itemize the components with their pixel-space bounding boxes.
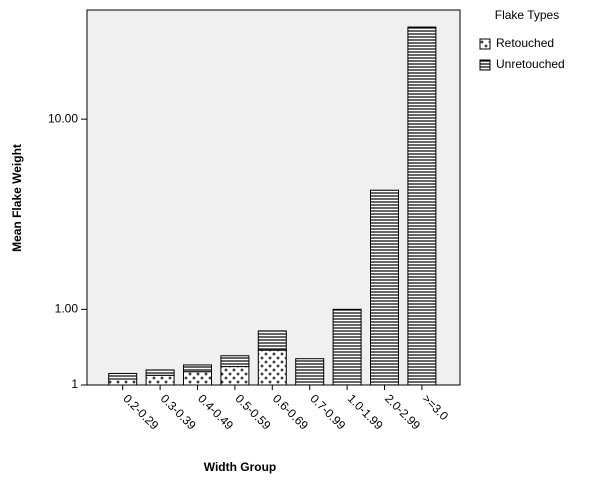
x-tick-label: 0.6-0.69 bbox=[270, 391, 311, 432]
x-axis-title: Width Group bbox=[204, 460, 277, 474]
bar-segment bbox=[145, 374, 175, 386]
bar-segment bbox=[183, 364, 212, 373]
bar-segment bbox=[183, 371, 212, 386]
x-tick-label: 0.7-0.99 bbox=[307, 391, 348, 432]
y-axis-title: Mean Flake Weight bbox=[10, 144, 24, 252]
legend-label: Retouched bbox=[496, 36, 554, 50]
x-tick-label: 0.5-0.59 bbox=[233, 391, 274, 432]
legend-swatch bbox=[479, 38, 491, 50]
bar-segment bbox=[332, 308, 362, 386]
bar-segment bbox=[370, 189, 399, 386]
bar-segment bbox=[257, 330, 287, 351]
x-tick-label: 1.0-1.99 bbox=[345, 391, 386, 432]
bar-segment bbox=[220, 355, 250, 368]
legend-swatch bbox=[479, 59, 491, 71]
legend-label: Unretouched bbox=[496, 57, 565, 71]
legend-title: Flake Types bbox=[495, 8, 559, 22]
y-tick-label: 1 bbox=[71, 377, 78, 391]
bar-segment bbox=[295, 358, 325, 386]
plot-area bbox=[86, 9, 461, 386]
bar-segment bbox=[145, 369, 175, 376]
x-tick-label: 0.2-0.29 bbox=[120, 391, 161, 432]
bar-segment bbox=[407, 26, 437, 386]
x-tick-label: 0.3-0.39 bbox=[158, 391, 199, 432]
bar-segment bbox=[220, 366, 250, 386]
bar-segment bbox=[257, 349, 287, 386]
y-tick-label: 10.00 bbox=[48, 111, 78, 125]
y-tick-label: 1.00 bbox=[55, 301, 79, 315]
x-tick-label: 2.0-2.99 bbox=[382, 391, 423, 432]
bar-segment bbox=[108, 372, 138, 380]
bar-segment bbox=[108, 378, 138, 386]
x-tick-label: >=3.0 bbox=[420, 391, 452, 423]
x-tick-label: 0.4-0.49 bbox=[195, 391, 236, 432]
